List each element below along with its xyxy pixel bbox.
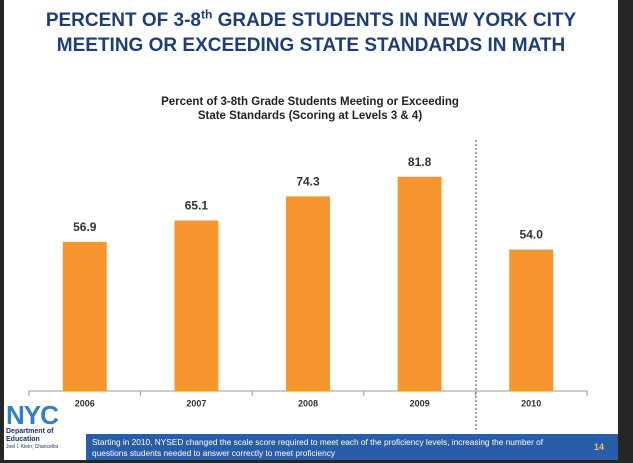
data-label: 54.0: [520, 228, 544, 242]
footer-bar: Starting in 2010, NYSED changed the scal…: [86, 434, 618, 460]
title-text: MEETING OR EXCEEDING STATE STANDARDS IN …: [56, 35, 566, 56]
logo-text: Joel I. Klein, Chancellor: [6, 444, 59, 450]
x-tick-label: 2010: [521, 398, 541, 408]
data-label: 56.9: [73, 220, 97, 234]
chart-title: Percent of 3-8th Grade Students Meeting …: [161, 96, 459, 108]
bar: [62, 241, 107, 391]
bar: [509, 249, 554, 391]
data-label: 74.3: [296, 175, 320, 189]
slide-title: PERCENT OF 3-8th GRADE STUDENTS IN NEW Y…: [4, 8, 618, 58]
x-tick-label: 2007: [186, 398, 206, 408]
data-label: 65.1: [185, 199, 209, 213]
bar: [286, 196, 330, 391]
x-tick-label: 2009: [410, 398, 430, 408]
chart: Percent of 3-8th Grade Students Meeting …: [28, 96, 588, 432]
bar: [174, 220, 219, 391]
page-number: 14: [593, 442, 604, 452]
data-label: 81.8: [408, 155, 432, 169]
bar: [397, 176, 442, 391]
logo-text: Education: [6, 436, 40, 443]
slide: PERCENT OF 3-8th GRADE STUDENTS IN NEW Y…: [4, 0, 618, 460]
footnote: Starting in 2010, NYSED changed the scal…: [92, 437, 544, 458]
title-superscript: th: [201, 7, 213, 22]
x-tick-label: 2008: [298, 398, 318, 408]
logo: NYC Department of Education Joel I. Klei…: [6, 402, 86, 451]
logo-text: Department of: [6, 428, 54, 435]
x-tick-label: 2006: [75, 398, 95, 408]
logo-mark: NYC: [6, 400, 59, 430]
title-text: PERCENT OF 3-8: [45, 10, 202, 31]
title-text: GRADE STUDENTS IN NEW YORK CITY: [212, 10, 577, 31]
chart-title: State Standards (Scoring at Levels 3 & 4…: [198, 110, 422, 122]
